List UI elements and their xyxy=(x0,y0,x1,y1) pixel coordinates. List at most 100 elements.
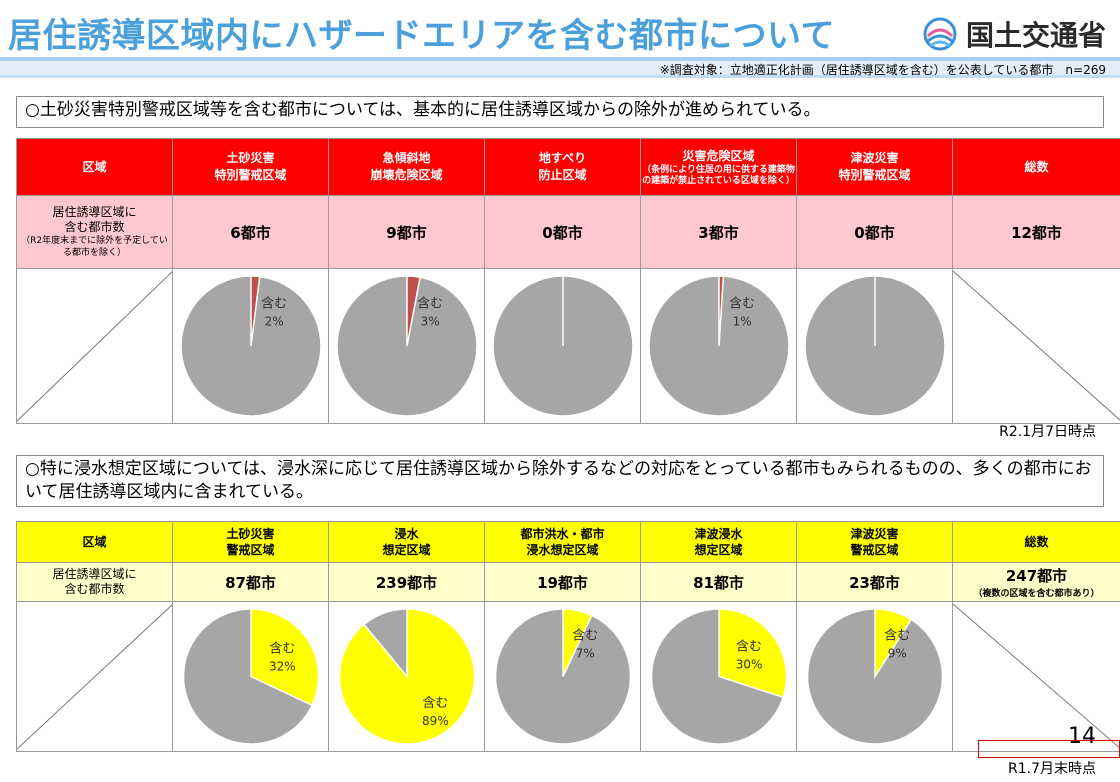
pie-chart: 含む 32% xyxy=(182,608,320,745)
header-band-light xyxy=(0,61,1120,75)
empty-diagonal-cell xyxy=(16,601,173,752)
pie-percent-label: 1% xyxy=(733,315,752,329)
pie-slice-label: 含む xyxy=(884,627,910,643)
pie-percent-label: 32% xyxy=(269,660,296,674)
empty-diagonal-cell xyxy=(952,601,1120,752)
col-header-line1: 地すべり xyxy=(538,151,587,165)
col-header-line2: 浸水想定区域 xyxy=(526,543,599,557)
page-title: 居住誘導区域内にハザードエリアを含む都市について xyxy=(8,16,835,56)
diagonal-line xyxy=(17,271,172,421)
col-header-line1: 急傾斜地 xyxy=(382,151,431,165)
count-cell: 87都市 xyxy=(172,562,329,602)
pie-chart: 含む 30% xyxy=(650,608,788,745)
total-count-cell: 247都市 （複数の区域を含む都市あり） xyxy=(952,562,1120,602)
mlit-logo-icon xyxy=(923,17,957,51)
col-header-area: 区域 xyxy=(16,138,173,196)
row-label-line1: 居住誘導区域に xyxy=(52,205,137,219)
count-cell: 0都市 xyxy=(796,195,953,269)
pie-cell: 含む 30% xyxy=(640,601,797,752)
row-label-line2: 含む都市数 xyxy=(64,582,125,596)
pie-percent-label: 2% xyxy=(265,315,284,329)
pie-cell: 含む 32% xyxy=(172,601,329,752)
pie-percent-label: 30% xyxy=(736,658,763,672)
pie-slice-included xyxy=(562,608,593,677)
row-label: 居住誘導区域に 含む都市数 xyxy=(16,562,173,602)
col-header-tsunami-warning: 津波災害 警戒区域 xyxy=(796,521,953,563)
col-header-area: 区域 xyxy=(16,521,173,563)
pie-slice-included xyxy=(718,275,725,347)
col-header-note: （条例により住居の用に供する建築物の建築が禁止されている区域を除く） xyxy=(642,164,795,186)
count-cell: 0都市 xyxy=(484,195,641,269)
pie-chart: 含む 2% xyxy=(180,275,322,417)
pie-percent-label: 7% xyxy=(576,646,595,660)
pie-slice-label: 含む xyxy=(261,296,287,312)
col-header-line1: 浸水 xyxy=(394,527,419,541)
pie-slice-included xyxy=(874,608,913,680)
col-header-line2: 想定区域 xyxy=(382,543,431,557)
section1-table: 区域 土砂災害 特別警戒区域 急傾斜地 崩壊危険区域 地すべり 防止区域 災害危… xyxy=(16,138,1120,424)
section2-lead: ○特に浸水想定区域については、浸水深に応じて居住誘導区域から除外するなどの対応を… xyxy=(16,455,1104,507)
pie-chart xyxy=(492,275,634,417)
col-header-total: 総数 xyxy=(952,138,1120,196)
col-header-line2: 崩壊危険区域 xyxy=(370,168,443,182)
logo-text: 国土交通省 xyxy=(966,19,1107,52)
pie-cell: 含む 7% xyxy=(484,601,641,752)
total-count-note: （複数の区域を含む都市あり） xyxy=(973,589,1100,599)
section2-date-note: R1.7月末時点 xyxy=(1008,761,1096,777)
empty-diagonal-cell xyxy=(16,268,173,424)
count-cell: 239都市 xyxy=(328,562,485,602)
page-number: 14 xyxy=(1068,724,1096,749)
count-cell: 81都市 xyxy=(640,562,797,602)
header-band xyxy=(0,57,1120,61)
pie-percent-label: 9% xyxy=(888,646,907,660)
pie-chart: 含む 3% xyxy=(336,275,478,417)
count-cell: 19都市 xyxy=(484,562,641,602)
col-header-line2: 防止区域 xyxy=(538,168,587,182)
pie-cell: 含む 89% xyxy=(328,601,485,752)
col-header-urban-flood: 都市洪水・都市 浸水想定区域 xyxy=(484,521,641,563)
pie-cell: 含む 1% xyxy=(640,268,797,424)
col-header-line1: 土砂災害 xyxy=(226,151,275,165)
pie-slice-included xyxy=(406,275,421,347)
col-header-line1: 津波災害 xyxy=(850,151,899,165)
col-header-line1: 土砂災害 xyxy=(226,527,275,541)
row-label-line1: 居住誘導区域に xyxy=(52,567,137,581)
pie-slice-label: 含む xyxy=(572,627,598,643)
diagonal-line xyxy=(953,271,1120,421)
pie-cell: 含む 2% xyxy=(172,268,329,424)
pie-chart: 含む 1% xyxy=(648,275,790,417)
col-header-total: 総数 xyxy=(952,521,1120,563)
count-cell: 3都市 xyxy=(640,195,797,269)
row-label-note: （R2年度末までに除外を予定している都市を除く） xyxy=(21,236,168,258)
survey-note: ※調査対象：立地適正化計画（居住誘導区域を含む）を公表している都市 n=269 xyxy=(659,63,1106,77)
pie-chart xyxy=(804,275,946,417)
row-label: 居住誘導区域に 含む都市数 （R2年度末までに除外を予定している都市を除く） xyxy=(16,195,173,269)
pie-chart: 含む 7% xyxy=(494,608,632,745)
col-header-line1: 津波浸水 xyxy=(694,527,743,541)
row-label-line2: 含む都市数 xyxy=(64,220,125,234)
diagonal-line xyxy=(17,604,172,749)
pie-percent-label: 3% xyxy=(421,315,440,329)
pie-percent-label: 89% xyxy=(422,714,449,728)
pie-slice-label: 含む xyxy=(736,639,762,655)
col-header-line2: 想定区域 xyxy=(694,543,743,557)
col-header-line2: 特別警戒区域 xyxy=(214,168,287,182)
count-cell: 9都市 xyxy=(328,195,485,269)
col-header-disaster-risk: 災害危険区域 （条例により住居の用に供する建築物の建築が禁止されている区域を除く… xyxy=(640,138,797,196)
col-header-flood: 浸水 想定区域 xyxy=(328,521,485,563)
pie-slice-included xyxy=(250,275,261,347)
total-count-cell: 12都市 xyxy=(952,195,1120,269)
section2-table: 区域 土砂災害 警戒区域 浸水 想定区域 都市洪水・都市 浸水想定区域 津波浸水… xyxy=(16,521,1120,752)
col-header-dosha-warning: 土砂災害 警戒区域 xyxy=(172,521,329,563)
pie-cell: 含む 9% xyxy=(796,601,953,752)
col-header-tsunami-special: 津波災害 特別警戒区域 xyxy=(796,138,953,196)
pie-chart: 含む 89% xyxy=(338,608,476,745)
col-header-line1: 都市洪水・都市 xyxy=(520,527,605,541)
pie-cell xyxy=(484,268,641,424)
col-header-tsunami-flood: 津波浸水 想定区域 xyxy=(640,521,797,563)
pie-slice-included xyxy=(718,608,788,699)
col-header-dosha-special: 土砂災害 特別警戒区域 xyxy=(172,138,329,196)
pie-slice-included xyxy=(250,608,320,707)
col-header-line1: 災害危険区域 xyxy=(682,148,755,163)
pie-slice-label: 含む xyxy=(269,641,295,657)
